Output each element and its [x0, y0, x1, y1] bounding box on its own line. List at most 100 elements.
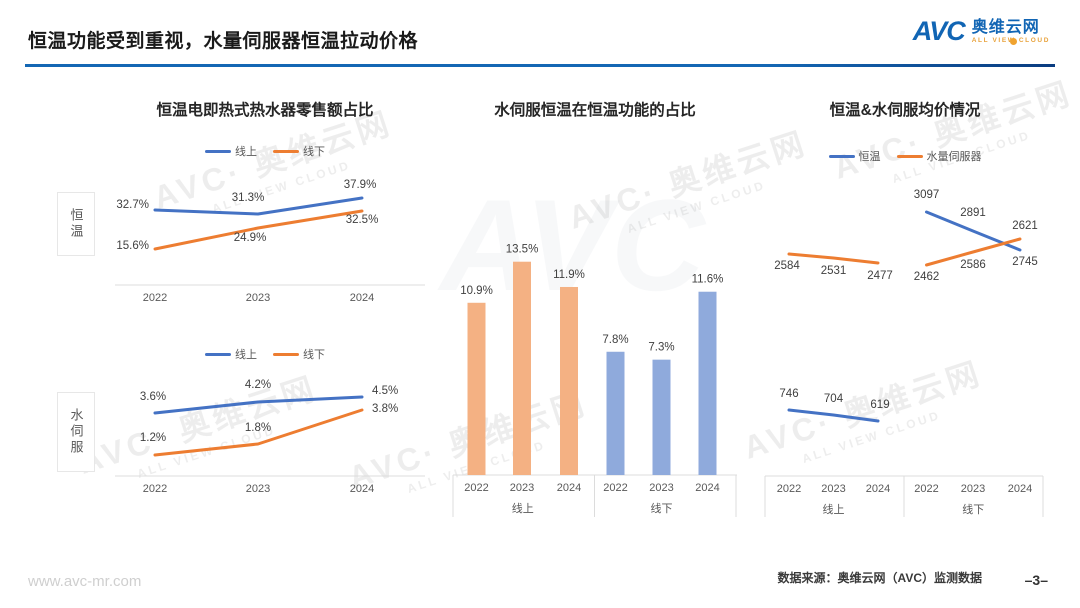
- chart3-data-label: 2586: [960, 259, 986, 271]
- chart3-series-1: [787, 252, 880, 265]
- chart1-data-label: 1.8%: [245, 422, 271, 434]
- chart1-title: 恒温电即热式热水器零售额占比: [156, 102, 374, 119]
- chart2-bar: [698, 291, 717, 475]
- chart3-data-label: 2477: [867, 270, 893, 282]
- chart3-x-tick: 2023: [821, 483, 845, 495]
- chart2-bar: [652, 359, 671, 475]
- chart3-data-label: 2891: [960, 207, 986, 219]
- legend-label: 线上: [235, 349, 257, 361]
- chart2-bar: [560, 286, 578, 475]
- row-label-constant-temp: 恒温: [57, 192, 95, 256]
- chart1-series-1: [153, 408, 364, 457]
- chart2-x-tick: 2022: [464, 482, 488, 494]
- avc-logo-dot-icon: [1010, 38, 1017, 45]
- chart1-x-tick: 2022: [143, 483, 167, 495]
- page-title: 恒温功能受到重视，水量伺服器恒温拉动价格: [28, 31, 419, 52]
- chart3-group-label: 线上: [823, 502, 845, 516]
- header-divider: [25, 64, 1055, 67]
- chart3-data-label: 2584: [774, 260, 800, 272]
- chart2-x-tick: 2023: [510, 482, 534, 494]
- avc-logo-text: AVC: [912, 16, 966, 46]
- legend-item-1: 水量伺服器: [896, 148, 982, 164]
- chart1-data-label: 3.6%: [140, 391, 166, 403]
- chart1-x-tick: 2024: [350, 483, 374, 495]
- chart3-data-label: 2462: [914, 271, 940, 283]
- chart3-data-label: 2621: [1012, 220, 1038, 232]
- chart1-series-1: [153, 209, 364, 251]
- legend-label: 恒温: [858, 151, 881, 163]
- legend-swatch-icon: [273, 352, 299, 356]
- footer-data-source: 数据来源：奥维云网（AVC）监测数据: [777, 571, 982, 585]
- chart3-data-label: 746: [779, 388, 798, 400]
- legend-item-0: 恒温: [828, 148, 881, 164]
- legend-swatch-icon: [896, 154, 923, 158]
- chart2-data-label: 10.9%: [460, 285, 493, 297]
- chart3-x-tick: 2022: [914, 483, 938, 495]
- chart2-group-label: 线下: [651, 501, 673, 515]
- chart1-data-label: 32.7%: [116, 199, 149, 211]
- legend-item-1: 线下: [273, 346, 325, 362]
- chart3-legend: 恒温 水量伺服器: [745, 148, 1065, 164]
- chart1-data-label: 24.9%: [234, 232, 267, 244]
- chart1-x-tick: 2022: [143, 292, 167, 304]
- legend-item-0: 线上: [205, 346, 257, 362]
- chart1-data-label: 31.3%: [232, 192, 265, 204]
- chart1-data-label: 4.5%: [372, 385, 398, 397]
- legend-swatch-icon: [205, 352, 231, 356]
- legend-swatch-icon: [273, 149, 299, 153]
- chart3-series-1: [925, 237, 1022, 267]
- legend-swatch-icon: [205, 149, 231, 153]
- legend-label: 线下: [303, 349, 325, 361]
- chart1-series-0: [153, 196, 364, 216]
- chart1-legend-top: 线上 线下: [100, 143, 430, 159]
- chart2-data-label: 7.3%: [648, 342, 674, 354]
- footer-website[interactable]: www.avc-mr.com: [28, 573, 142, 590]
- chart2-bar: [467, 302, 486, 475]
- chart1-series-0: [153, 395, 364, 415]
- chart3-data-label: 704: [824, 393, 844, 405]
- chart1-data-label: 37.9%: [344, 179, 377, 191]
- chart3-x-tick: 2023: [961, 483, 985, 495]
- chart2-bar: [606, 351, 625, 475]
- legend-swatch-icon: [828, 154, 855, 158]
- legend-label: 水量伺服器: [926, 151, 982, 163]
- chart2-data-label: 11.6%: [692, 274, 724, 286]
- chart2-bar: [513, 261, 531, 475]
- chart2-x-tick: 2024: [557, 482, 581, 494]
- row-label-text: 水伺服: [68, 408, 84, 456]
- chart3-series-0: [787, 408, 880, 423]
- chart1-data-label: 32.5%: [346, 214, 379, 226]
- chart1-data-label: 4.2%: [245, 379, 271, 391]
- chart2-x-tick: 2024: [695, 482, 719, 494]
- chart3-x-tick: 2024: [866, 483, 890, 495]
- chart3-data-label: 619: [870, 399, 889, 411]
- legend-item-0: 线上: [205, 143, 257, 159]
- chart1-x-tick: 2024: [350, 292, 374, 304]
- chart3-data-label: 2745: [1012, 256, 1038, 268]
- chart2-data-label: 13.5%: [506, 244, 539, 256]
- chart1-data-label: 15.6%: [116, 240, 149, 252]
- chart3-x-tick: 2022: [777, 483, 801, 495]
- chart2-x-tick: 2022: [603, 482, 627, 494]
- chart1-legend-bottom: 线上 线下: [100, 346, 430, 362]
- chart3-x-tick: 2024: [1008, 483, 1032, 495]
- row-label-water-servo: 水伺服: [57, 392, 95, 472]
- chart1-data-label: 3.8%: [372, 403, 398, 415]
- chart3-data-label: 2531: [821, 265, 847, 277]
- chart1-x-tick: 2023: [246, 292, 270, 304]
- legend-label: 线下: [303, 146, 325, 158]
- avc-logo: AVC 奥维云网 ALL VIEW CLOUD: [913, 16, 1050, 47]
- chart3-data-label: 3097: [914, 189, 940, 201]
- avc-logo-cn: 奥维云网: [971, 19, 1040, 37]
- chart3-group-label: 线下: [962, 502, 984, 516]
- chart2-x-tick: 2023: [649, 482, 673, 494]
- chart1-data-label: 1.2%: [140, 432, 166, 444]
- chart2-data-label: 7.8%: [602, 334, 628, 346]
- legend-item-1: 线下: [273, 143, 325, 159]
- chart2-group-label: 线上: [512, 501, 534, 515]
- footer-page-number: –3–: [1024, 572, 1048, 588]
- chart1-x-tick: 2023: [246, 483, 270, 495]
- row-label-text: 恒温: [68, 208, 84, 240]
